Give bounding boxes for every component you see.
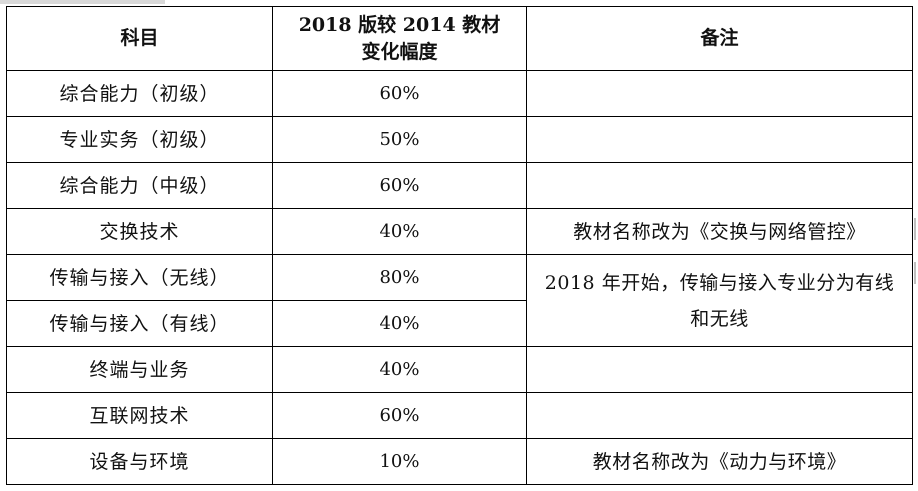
row-subject: 传输与接入（无线） xyxy=(6,254,273,301)
header-change-line1: 2018 版较 2014 教材 xyxy=(298,13,501,36)
row-change: 40% xyxy=(272,208,527,255)
row-subject: 设备与环境 xyxy=(6,438,273,485)
row-note xyxy=(526,392,913,439)
table-row: 传输与接入（无线） 80% 2018 年开始，传输与接入专业分为有线和无线 xyxy=(6,254,913,347)
table-row: 综合能力（初级） 60% xyxy=(6,70,913,117)
row-change: 40% xyxy=(272,346,527,393)
right-edge-mark xyxy=(914,218,916,240)
row-subject: 互联网技术 xyxy=(6,392,273,439)
right-edge-mark xyxy=(914,262,916,284)
row-change: 60% xyxy=(272,392,527,439)
row-subject: 传输与接入（有线） xyxy=(6,300,273,347)
row-subject: 终端与业务 xyxy=(6,346,273,393)
row-note xyxy=(526,162,913,209)
header-change: 2018 版较 2014 教材 变化幅度 xyxy=(272,6,527,71)
row-note: 教材名称改为《交换与网络管控》 xyxy=(526,208,913,255)
row-note: 教材名称改为《动力与环境》 xyxy=(526,438,913,485)
table-header-row: 科目 2018 版较 2014 教材 变化幅度 备注 xyxy=(6,6,913,71)
table-row: 交换技术 40% 教材名称改为《交换与网络管控》 xyxy=(6,208,913,255)
header-note: 备注 xyxy=(526,6,913,71)
row-note xyxy=(526,116,913,163)
table-row: 设备与环境 10% 教材名称改为《动力与环境》 xyxy=(6,438,913,485)
row-change: 40% xyxy=(272,300,527,347)
header-subject: 科目 xyxy=(6,6,273,71)
table-row: 专业实务（初级） 50% xyxy=(6,116,913,163)
row-change: 60% xyxy=(272,162,527,209)
table-row: 终端与业务 40% xyxy=(6,346,913,393)
row-subject: 综合能力（初级） xyxy=(6,70,273,117)
top-edge-strip xyxy=(0,0,165,4)
row-subject: 综合能力（中级） xyxy=(6,162,273,209)
row-change: 10% xyxy=(272,438,527,485)
table-row: 互联网技术 60% xyxy=(6,392,913,439)
row-note-merged: 2018 年开始，传输与接入专业分为有线和无线 xyxy=(526,254,913,347)
header-change-line2: 变化幅度 xyxy=(361,40,438,63)
table-row: 传输与接入（有线） 40% xyxy=(6,300,913,347)
row-subject: 专业实务（初级） xyxy=(6,116,273,163)
table-row: 综合能力（中级） 60% xyxy=(6,162,913,209)
textbook-change-table: 科目 2018 版较 2014 教材 变化幅度 备注 综合能力（初级） 60% … xyxy=(6,6,913,485)
row-note xyxy=(526,346,913,393)
row-change: 60% xyxy=(272,70,527,117)
row-change: 80% xyxy=(272,254,527,301)
row-note xyxy=(526,70,913,117)
row-subject: 交换技术 xyxy=(6,208,273,255)
row-change: 50% xyxy=(272,116,527,163)
